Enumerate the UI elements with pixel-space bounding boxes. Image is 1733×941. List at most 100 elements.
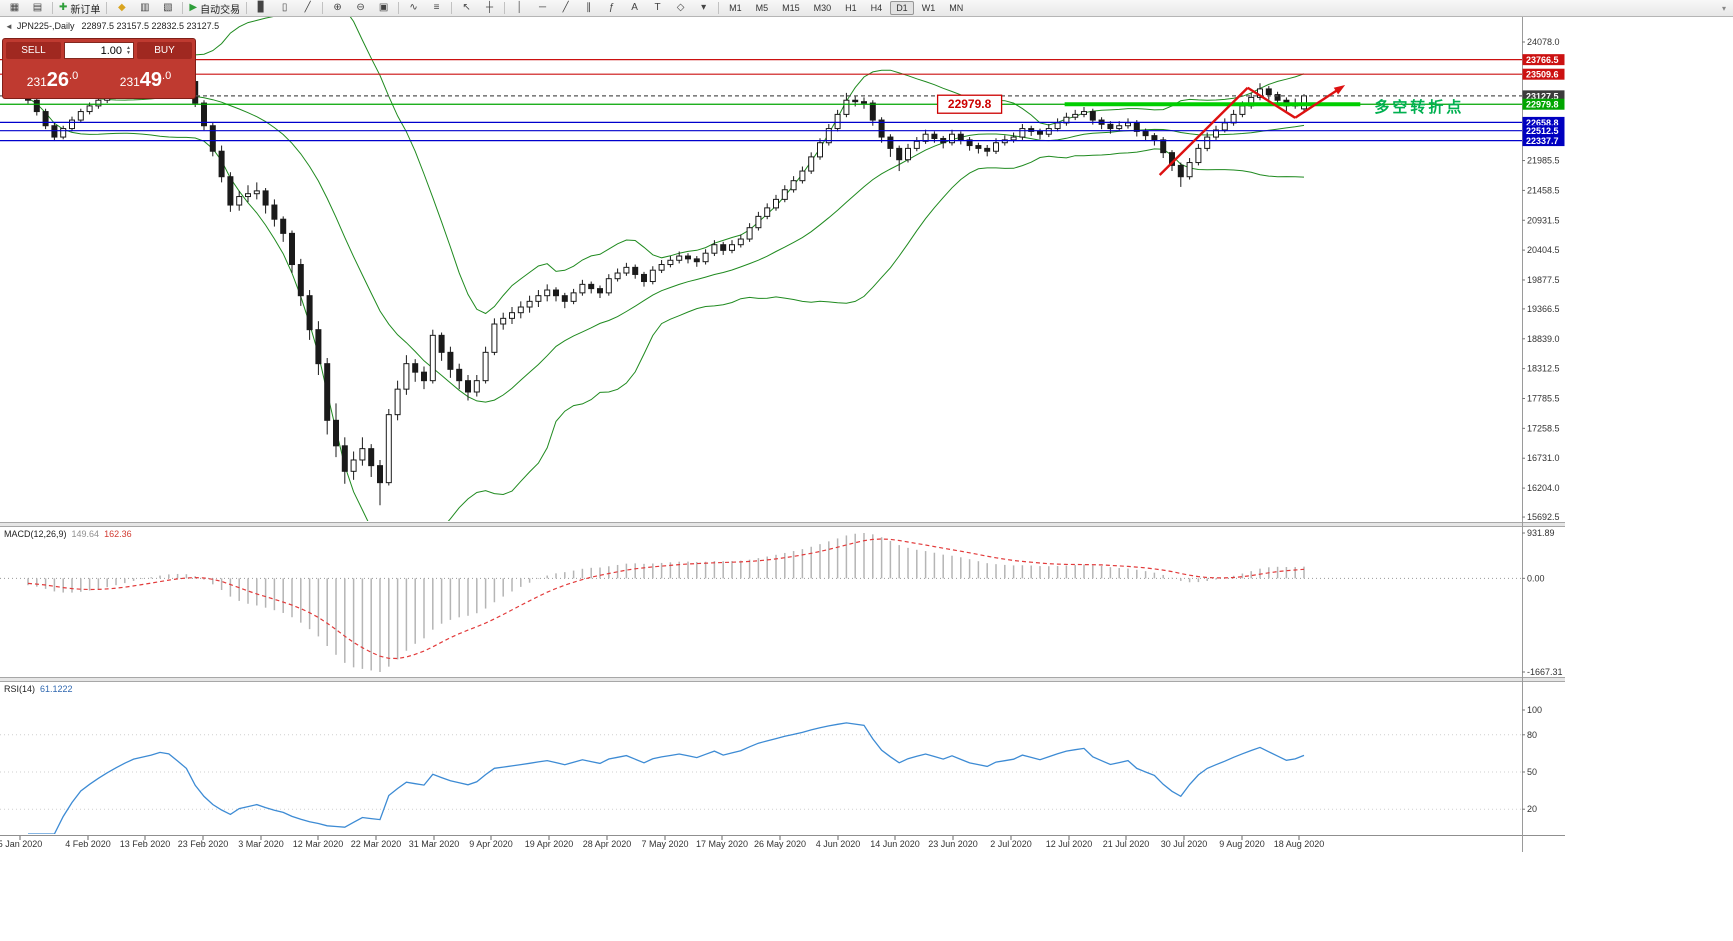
price-level-chip-label: 22979.8 — [1526, 100, 1559, 110]
candlestick — [1265, 88, 1272, 96]
price-callout[interactable] — [936, 94, 1003, 114]
one-click-collapse-icon[interactable]: ◄ — [5, 22, 13, 31]
candlestick — [623, 266, 630, 274]
toolbar-separator — [182, 2, 184, 14]
horizontal-line-button[interactable]: ─ — [531, 0, 554, 17]
panel-separator[interactable] — [0, 677, 1565, 681]
macd-axis-label: 931.89 — [1527, 528, 1555, 538]
candlestick — [86, 105, 93, 113]
market-watch-button[interactable]: ▥ — [133, 0, 156, 17]
panel-separator[interactable] — [0, 522, 1565, 526]
macd-axis-label: -1667.31 — [1527, 667, 1563, 677]
equidistant-channel-button[interactable]: ∥ — [577, 0, 600, 17]
bollinger-middle-band — [27, 79, 1305, 403]
new-order-button[interactable]: ✚ 新订单 — [56, 0, 103, 17]
more-tools-button[interactable]: ▾ — [692, 0, 715, 17]
rsi-axis-label: 50 — [1527, 767, 1537, 777]
volume-down-icon[interactable]: ▼ — [126, 49, 131, 56]
trendline-button[interactable]: ╱ — [554, 0, 577, 17]
cursor-button[interactable]: ↖ — [455, 0, 478, 17]
chart-title-overlay: ◄ JPN225-,Daily 22897.5 23157.5 22832.5 23… — [5, 21, 219, 31]
sell-label[interactable]: SELL — [6, 42, 61, 59]
rsi-name: RSI(14) — [4, 684, 36, 694]
timeframe-m15-button[interactable]: M15 — [782, 3, 800, 13]
rsi-value: 61.1222 — [40, 684, 73, 694]
candlestick — [447, 351, 454, 370]
trend-line-2[interactable] — [1247, 86, 1296, 119]
zoom-out-button[interactable]: ⊖ — [349, 0, 372, 17]
auto-trading-button[interactable]: ▶ 自动交易 — [186, 0, 243, 17]
timeframe-w1-button[interactable]: W1 — [921, 3, 936, 13]
arrows-icon: ◇ — [676, 2, 685, 13]
indicators-button[interactable]: ∿ — [402, 0, 425, 17]
new-chart-button[interactable]: ▦ — [3, 0, 26, 17]
trend-line-3[interactable] — [1294, 86, 1342, 119]
data-window-button[interactable]: ▧ — [156, 0, 179, 17]
candlestick — [720, 244, 727, 251]
timeframe-h1-button[interactable]: H1 — [845, 3, 857, 13]
timeframe-m5-button[interactable]: M5 — [755, 3, 769, 13]
candlestick — [1274, 94, 1281, 101]
candlestick — [949, 133, 955, 144]
toolbar-overflow-handle[interactable]: ▾ — [1721, 3, 1726, 13]
zoom-in-button[interactable]: ⊕ — [326, 0, 349, 17]
candlestick — [1125, 122, 1131, 127]
timeframe-mn-button[interactable]: MN — [949, 3, 964, 13]
volume-up-icon[interactable]: ▲ — [126, 44, 131, 51]
price-level-chip-label: 23127.5 — [1526, 91, 1559, 101]
candlestick — [579, 283, 586, 294]
candlestick — [869, 102, 876, 121]
buy-price-button[interactable]: 231 49.0 — [99, 59, 192, 95]
toolbar-separator — [451, 2, 453, 14]
timeframe-h4-button[interactable]: H4 — [870, 3, 883, 13]
date-axis-label: 12 Jul 2020 — [1046, 839, 1093, 849]
candlestick — [253, 190, 260, 195]
text-label-button[interactable]: T — [646, 0, 669, 17]
crosshair-icon: ┼ — [486, 2, 494, 13]
candlestick — [280, 218, 287, 234]
chart-profiles-button[interactable]: ▤ — [26, 0, 49, 17]
trend-line-1[interactable] — [1158, 86, 1249, 176]
volume-input[interactable] — [65, 44, 125, 57]
date-axis-label: 3 Mar 2020 — [238, 839, 284, 849]
bar-chart-type-button[interactable]: ▊ — [250, 0, 273, 17]
candlestick — [861, 101, 867, 104]
candlestick — [825, 128, 832, 144]
sell-price-button[interactable]: 231 26.0 — [6, 59, 99, 95]
candlestick — [500, 317, 507, 325]
crosshair-button[interactable]: ┼ — [478, 0, 501, 17]
candlestick — [746, 227, 753, 240]
text-button[interactable]: A — [623, 0, 646, 17]
vertical-line-button[interactable]: │ — [508, 0, 531, 17]
symbols-button[interactable]: ◆ — [110, 0, 133, 17]
trend-arrow-head[interactable] — [1333, 85, 1346, 95]
price-digits: .0 — [162, 70, 172, 82]
timeframe-m30-button[interactable]: M30 — [813, 3, 832, 13]
candlestick — [817, 142, 823, 158]
arrows-button[interactable]: ◇ — [669, 0, 692, 17]
candlestick — [667, 259, 674, 266]
candlestick — [245, 193, 251, 198]
timeframe-m1-button[interactable]: M1 — [729, 3, 742, 13]
annotation-text[interactable]: 多空转折点 — [1374, 98, 1464, 116]
auto-trading-icon: ▶ — [189, 2, 198, 13]
candlestick — [1116, 125, 1123, 130]
candlestick — [1054, 122, 1061, 130]
candlestick — [1037, 130, 1043, 135]
volume-spinner[interactable]: ▲ ▼ — [124, 44, 133, 56]
main-price-panel: 22979.8 多空转折点 — [0, 17, 1522, 521]
toolbar-separator — [398, 2, 400, 14]
candlestick — [51, 125, 58, 138]
candlestick-type-button[interactable]: ▯ — [273, 0, 296, 17]
candlestick — [1177, 164, 1184, 178]
timeframe-d1-button[interactable]: D1 — [890, 1, 914, 15]
buy-label[interactable]: BUY — [137, 42, 192, 59]
symbols-icon: ◆ — [118, 2, 126, 13]
line-chart-type-button[interactable]: ╱ — [296, 0, 319, 17]
tile-windows-button[interactable]: ▣ — [372, 0, 395, 17]
cursor-icon: ↖ — [462, 2, 471, 13]
price-callout-text: 22979.8 — [948, 97, 992, 111]
objects-list-button[interactable]: ≡ — [425, 0, 448, 17]
fibonacci-button[interactable]: ƒ — [600, 0, 623, 17]
